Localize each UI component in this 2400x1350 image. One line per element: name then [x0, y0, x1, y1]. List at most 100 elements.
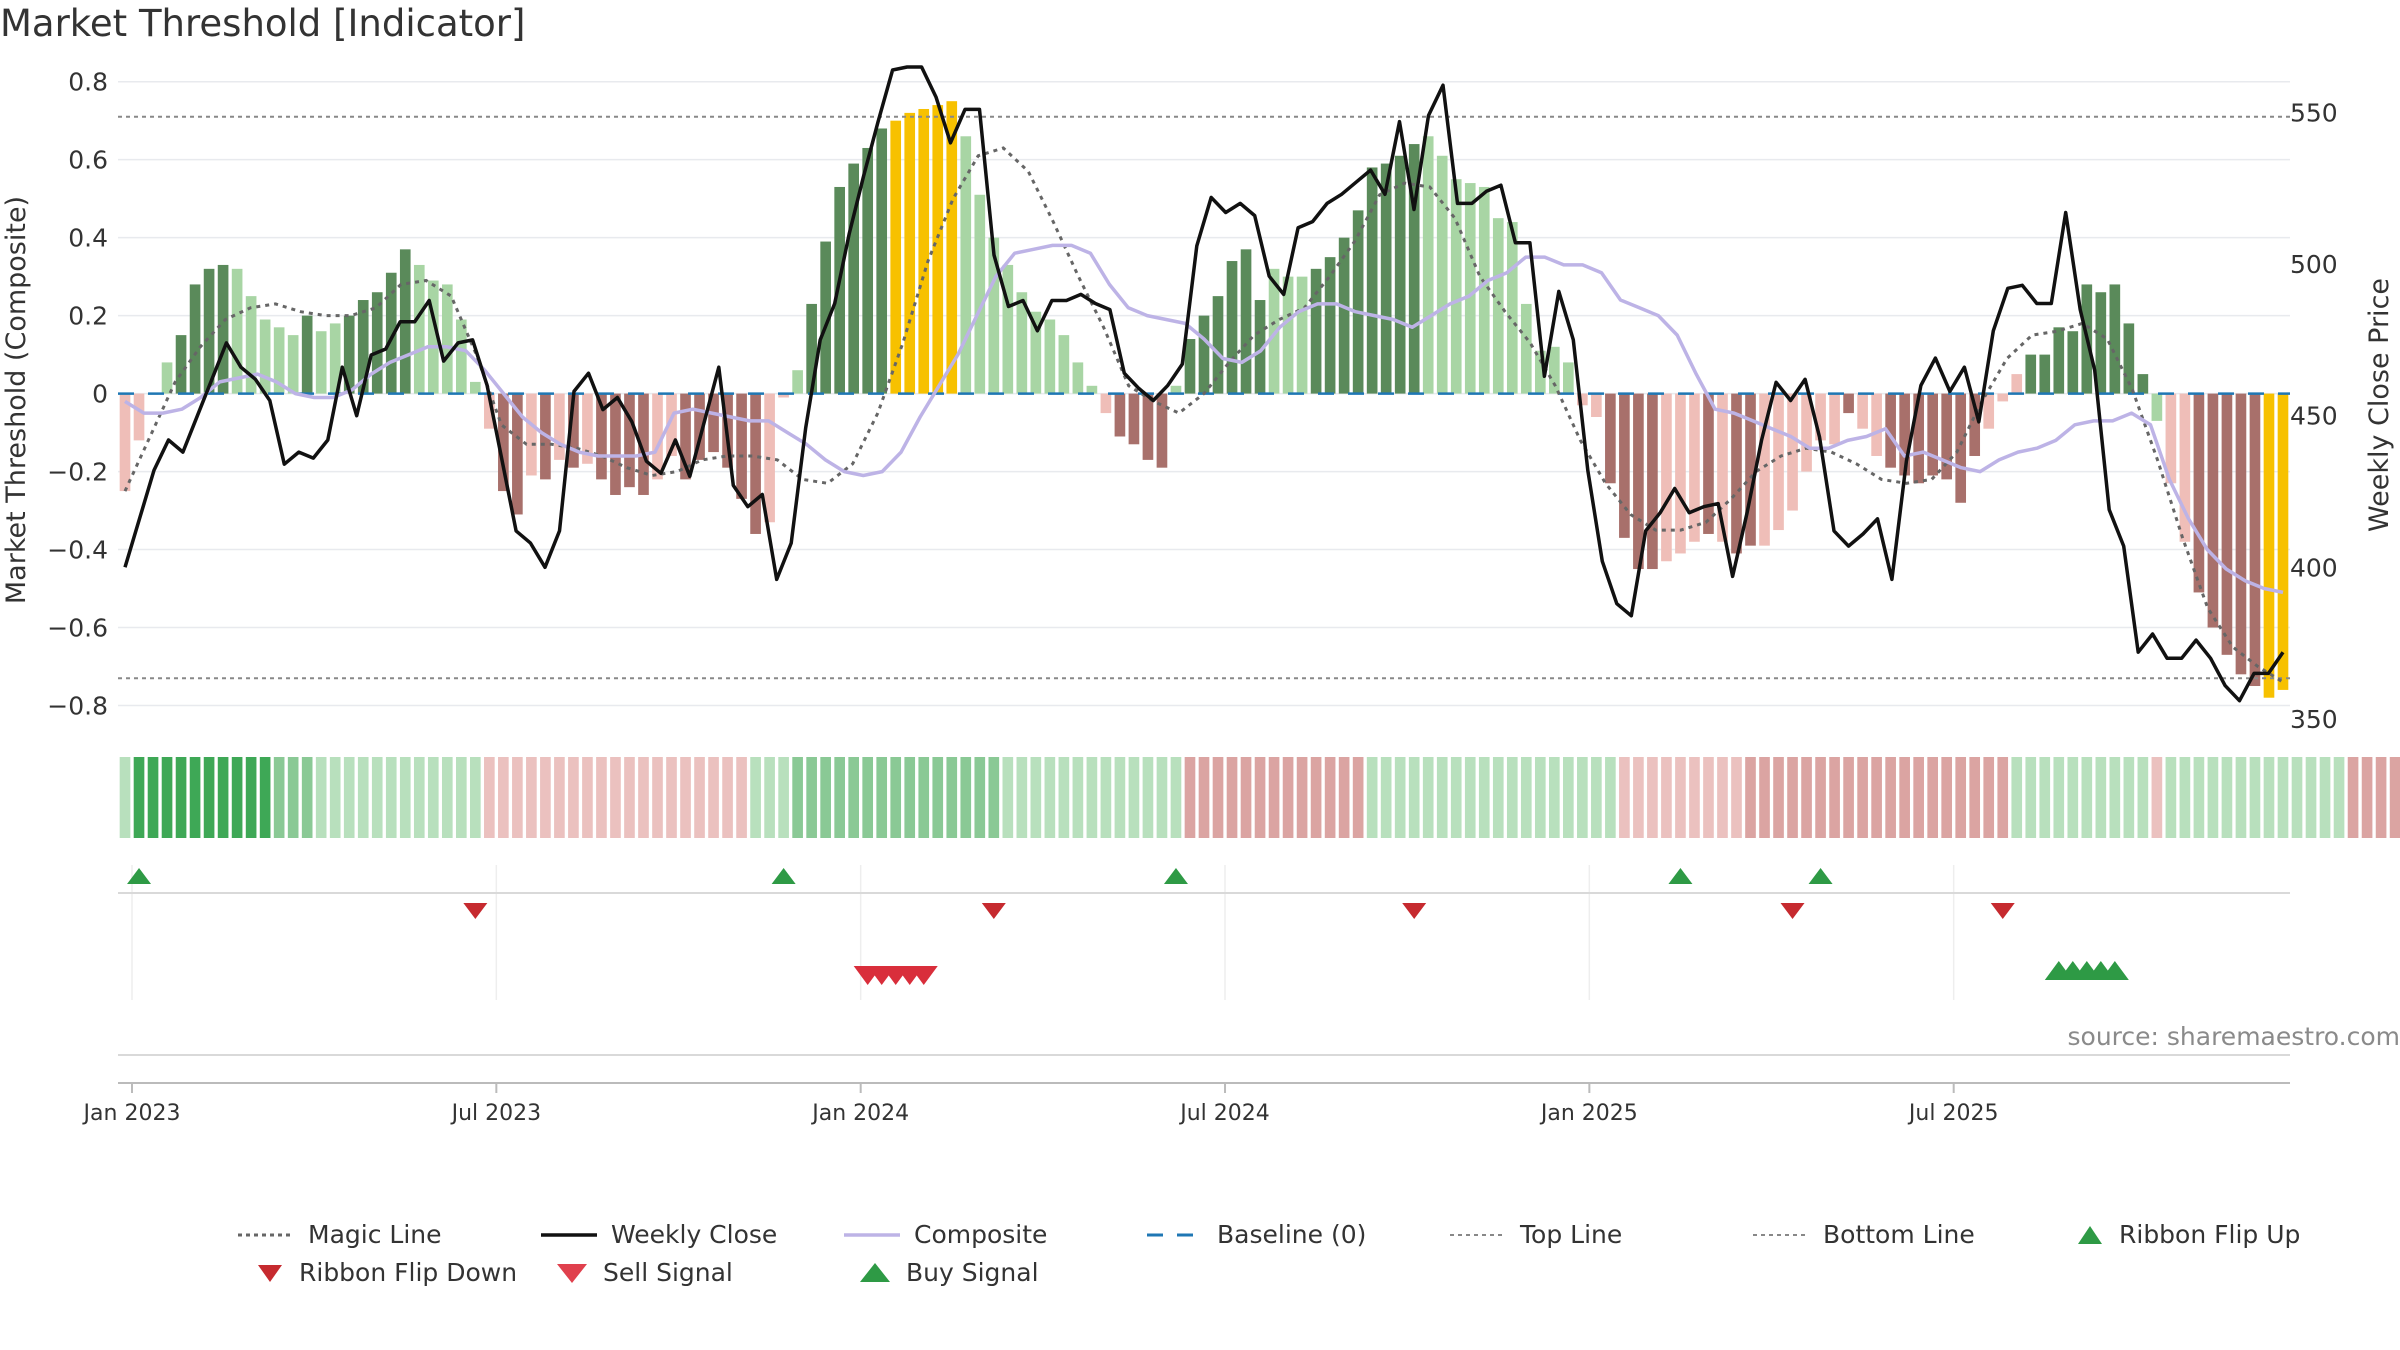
ribbon-cell	[1773, 757, 1784, 838]
composite-bar	[1534, 350, 1546, 394]
ribbon-cell	[834, 757, 845, 838]
legend-sell-signal: Sell Signal	[555, 1258, 733, 1287]
ribbon-cell	[806, 757, 817, 838]
composite-bar	[259, 319, 271, 394]
ribbon-flip-up-marker	[771, 868, 796, 884]
ribbon-cell	[1492, 757, 1504, 838]
legend-weekly-close: Weekly Close	[541, 1220, 777, 1249]
ribbon-cell	[1731, 757, 1742, 838]
ribbon-cell	[1941, 757, 1953, 838]
ribbon-cell	[203, 757, 215, 838]
composite-bar	[1773, 393, 1784, 531]
legend-label: Weekly Close	[611, 1220, 778, 1249]
composite-bar	[1086, 385, 1098, 394]
composite-bar	[1689, 393, 1700, 542]
composite-bar	[792, 370, 803, 394]
composite-bar	[1661, 393, 1672, 562]
ribbon-cell	[1128, 757, 1140, 838]
ribbon-cell	[1282, 757, 1294, 838]
composite-bar	[119, 393, 131, 492]
composite-bar	[1506, 222, 1518, 394]
ribbon-cell	[119, 757, 131, 838]
composite-bar	[806, 303, 817, 394]
ribbon-cell	[2109, 757, 2121, 838]
ribbon-cell	[2277, 757, 2289, 838]
composite-bar	[498, 393, 509, 492]
legend-ribbon-flip-down: Ribbon Flip Down	[255, 1258, 517, 1287]
composite-bar	[1871, 393, 1882, 456]
composite-bar	[1394, 155, 1406, 394]
ribbon-cell	[2375, 757, 2387, 838]
ribbon-cell	[1296, 757, 1308, 838]
composite-bar	[1717, 393, 1728, 542]
composite-bar	[1198, 315, 1210, 394]
composite-bar	[217, 264, 229, 394]
ribbon-cell	[1997, 757, 2009, 838]
ribbon-cell	[259, 757, 271, 838]
composite-bar	[2067, 331, 2079, 394]
ribbon-cell	[974, 757, 986, 838]
composite-bar	[357, 300, 369, 394]
composite-bar	[161, 362, 173, 394]
composite-bar	[231, 268, 243, 394]
ribbon-cell	[1787, 757, 1798, 838]
composite-bar	[1745, 393, 1756, 546]
ribbon-cell	[624, 757, 635, 838]
ribbon-cell	[1310, 757, 1322, 838]
composite-bar	[736, 393, 747, 499]
y-tick-label: −0.6	[47, 614, 108, 643]
y2-tick-label: 400	[2290, 553, 2338, 582]
ribbon-cell	[778, 757, 789, 838]
composite-bar	[2025, 354, 2037, 394]
composite-bar	[1969, 393, 1981, 456]
ribbon-flip-down-marker	[463, 903, 488, 919]
composite-bar	[329, 323, 341, 394]
ribbon-cell	[680, 757, 691, 838]
composite-bar	[1520, 303, 1532, 394]
grid	[118, 80, 2290, 1000]
y-tick-label: 0	[92, 380, 108, 409]
composite-bar	[1492, 218, 1504, 394]
ribbon-cell	[2179, 757, 2191, 838]
legend-label: Ribbon Flip Up	[2119, 1220, 2301, 1249]
ribbon-cell	[750, 757, 761, 838]
y2-tick-label: 450	[2290, 402, 2338, 431]
composite-bar	[2151, 393, 2163, 421]
ribbon-cell	[2151, 757, 2163, 838]
composite-bar	[1380, 163, 1392, 394]
ribbon-cell	[554, 757, 565, 838]
x-tick-label: Jul 2025	[1907, 1101, 1999, 1126]
y-tick-label: 0.6	[68, 146, 108, 175]
ribbon-cell	[792, 757, 803, 838]
buy-signal-marker	[2100, 961, 2129, 980]
legend-baseline: Baseline (0)	[1147, 1220, 1366, 1249]
composite-bar	[133, 393, 145, 441]
ribbon-cell	[2263, 757, 2275, 838]
ribbon-cell	[1619, 757, 1630, 838]
composite-bar	[2207, 393, 2219, 628]
ribbon-cell	[399, 757, 411, 838]
composite-bar	[2249, 393, 2261, 687]
composite-bar	[1254, 300, 1266, 394]
composite-bar	[484, 393, 495, 429]
x-axis: Jan 2023 Jul 2023 Jan 2024 Jul 2024 Jan 2025…	[82, 1082, 2290, 1126]
legend-label: Baseline (0)	[1217, 1220, 1367, 1249]
composite-bar	[1324, 257, 1336, 394]
composite-bar	[526, 393, 537, 476]
ribbon-cell	[484, 757, 495, 838]
ribbon-cell	[820, 757, 831, 838]
ribbon-cell	[1156, 757, 1168, 838]
composite-bar	[1240, 249, 1252, 394]
ribbon-cell	[722, 757, 733, 838]
composite-bar	[371, 292, 383, 394]
ribbon-cell	[1633, 757, 1644, 838]
composite-bar	[974, 194, 986, 394]
composite-bar	[638, 393, 649, 495]
composite-bar	[1226, 261, 1238, 394]
ribbon-cell	[175, 757, 187, 838]
ribbon-cell	[413, 757, 425, 838]
composite-bar	[1983, 393, 1995, 429]
legend-label: Ribbon Flip Down	[299, 1258, 518, 1287]
composite-bar	[1829, 393, 1840, 445]
ribbon-cell	[582, 757, 593, 838]
